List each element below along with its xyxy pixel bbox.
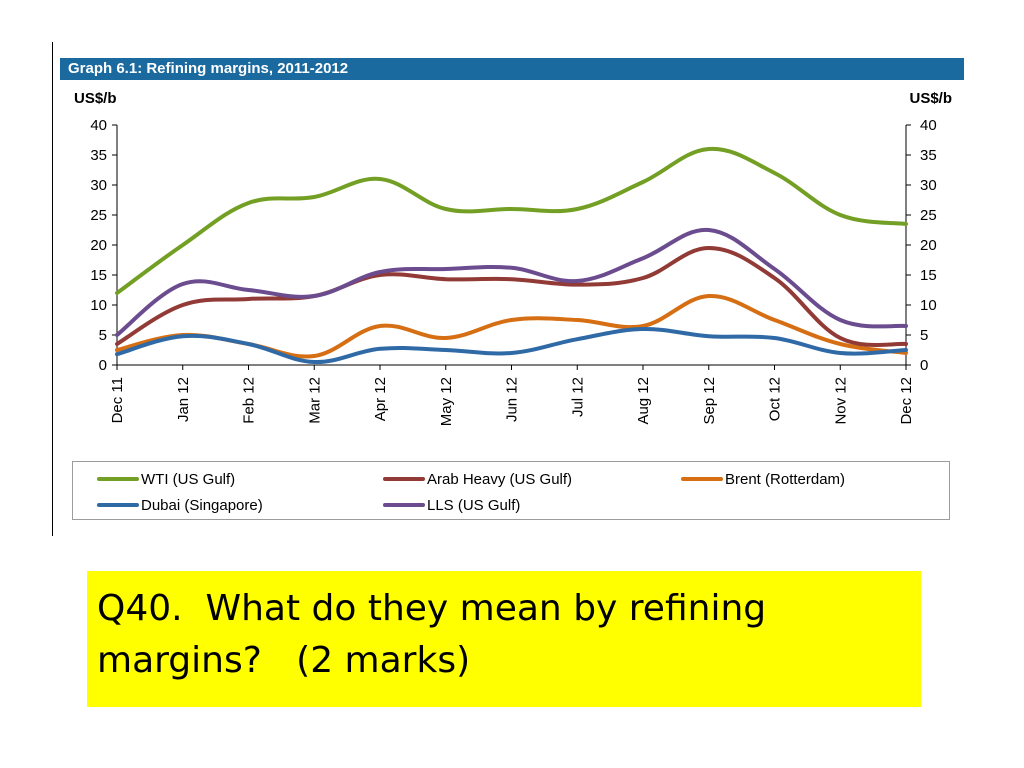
legend-swatch-brent <box>681 477 723 481</box>
series-line-dubai-singapore <box>115 326 908 365</box>
y-tick-label-left: 20 <box>90 237 107 254</box>
x-tick-label: Nov 12 <box>832 377 849 425</box>
legend-label-arab-heavy: Arab Heavy (US Gulf) <box>427 470 573 488</box>
x-tick-label: Mar 12 <box>306 377 323 424</box>
y-tick-label-right: 0 <box>920 357 928 374</box>
x-tick-label: Feb 12 <box>241 377 258 424</box>
y-tick-label-right: 20 <box>920 237 937 254</box>
y-axis-label-right: US$/b <box>909 90 952 107</box>
x-tick-label: Dec 12 <box>898 377 915 425</box>
x-tick-label: Apr 12 <box>372 377 389 421</box>
legend-item-brent: Brent (Rotterdam) <box>681 469 845 489</box>
legend-swatch-arab-heavy <box>383 477 425 481</box>
legend-swatch-wti <box>97 477 139 481</box>
y-tick-label-right: 40 <box>920 117 937 134</box>
legend-label-lls: LLS (US Gulf) <box>427 496 521 514</box>
legend-label-dubai: Dubai (Singapore) <box>141 496 263 514</box>
y-tick-label-right: 25 <box>920 207 937 224</box>
x-tick-label: Sep 12 <box>701 377 718 425</box>
x-tick-label: Oct 12 <box>767 377 784 421</box>
legend-swatch-dubai <box>97 503 139 507</box>
series-line-lls-us-gulf <box>115 227 908 337</box>
y-tick-label-right: 10 <box>920 297 937 314</box>
question-callout: Q40. What do they mean by refining margi… <box>87 571 921 707</box>
x-tick-label: Aug 12 <box>635 377 652 425</box>
slide-vertical-rule <box>52 42 53 536</box>
y-tick-label-left: 5 <box>99 327 107 344</box>
line-chart: US$/b US$/b 0 0 5 5 10 10 15 15 20 20 25 25 30 30 35 35… <box>74 90 952 426</box>
y-axis-label-left: US$/b <box>74 90 117 107</box>
x-tick-label: Jun 12 <box>504 377 521 422</box>
y-tick-label-left: 25 <box>90 207 107 224</box>
y-tick-label-left: 0 <box>99 357 107 374</box>
series-line-brent-rotterdam <box>115 293 908 359</box>
chart-legend: WTI (US Gulf) Arab Heavy (US Gulf) Brent… <box>72 461 950 520</box>
legend-swatch-lls <box>383 503 425 507</box>
y-tick-label-left: 10 <box>90 297 107 314</box>
legend-item-dubai: Dubai (Singapore) <box>97 495 263 515</box>
y-tick-label-left: 40 <box>90 117 107 134</box>
legend-item-arab-heavy: Arab Heavy (US Gulf) <box>383 469 572 489</box>
x-tick-label: May 12 <box>438 377 455 426</box>
y-tick-label-left: 30 <box>90 177 107 194</box>
chart-title: Graph 6.1: Refining margins, 2011-2012 <box>60 58 964 80</box>
series-line-wti-us-gulf <box>115 146 908 295</box>
y-tick-label-right: 15 <box>920 267 937 284</box>
x-tick-label: Dec 11 <box>109 377 126 423</box>
y-tick-label-right: 30 <box>920 177 937 194</box>
x-tick-label: Jan 12 <box>175 377 192 422</box>
y-tick-label-left: 15 <box>90 267 107 284</box>
legend-item-lls: LLS (US Gulf) <box>383 495 520 515</box>
legend-label-wti: WTI (US Gulf) <box>141 470 236 488</box>
y-tick-label-left: 35 <box>90 147 107 164</box>
series-line-arab-heavy-us-gulf <box>115 246 908 348</box>
legend-label-brent: Brent (Rotterdam) <box>725 470 846 488</box>
legend-item-wti: WTI (US Gulf) <box>97 469 235 489</box>
x-tick-label: Jul 12 <box>569 377 586 417</box>
y-tick-label-right: 35 <box>920 147 937 164</box>
y-tick-label-right: 5 <box>920 327 928 344</box>
